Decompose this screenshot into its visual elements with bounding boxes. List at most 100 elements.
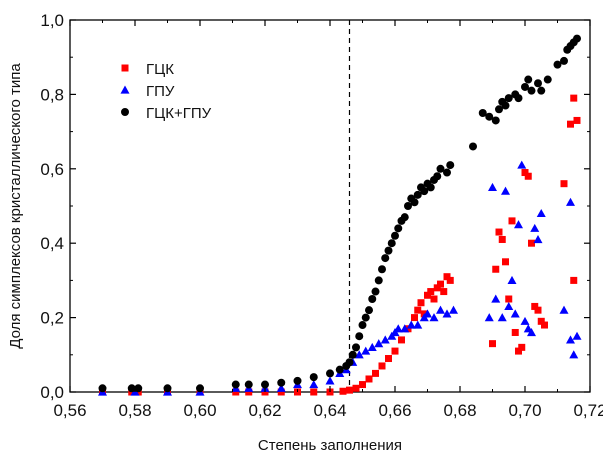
data-point bbox=[134, 384, 143, 393]
y-axis-title: Доля симплексов кристаллического типа bbox=[7, 63, 24, 349]
data-point bbox=[365, 375, 373, 383]
data-point bbox=[426, 183, 435, 192]
data-point bbox=[527, 86, 536, 95]
data-point bbox=[380, 335, 390, 344]
data-point bbox=[374, 339, 384, 348]
data-point bbox=[163, 384, 172, 393]
legend-label: ГПУ bbox=[146, 83, 175, 100]
data-point bbox=[414, 306, 422, 314]
data-point bbox=[534, 306, 542, 314]
data-point bbox=[528, 239, 535, 247]
data-point bbox=[478, 109, 487, 117]
data-point bbox=[440, 288, 448, 296]
x-tick-label: 0,56 bbox=[53, 401, 86, 420]
data-point bbox=[400, 213, 409, 222]
data-point bbox=[293, 376, 302, 385]
data-point bbox=[553, 60, 562, 69]
data-point bbox=[501, 101, 510, 110]
data-point bbox=[398, 336, 405, 344]
data-point bbox=[517, 160, 527, 169]
data-point bbox=[277, 378, 286, 387]
data-point bbox=[498, 235, 506, 243]
data-point bbox=[368, 295, 377, 303]
x-tick-label: 0,68 bbox=[443, 401, 476, 420]
data-point bbox=[491, 294, 501, 303]
data-point bbox=[515, 347, 522, 355]
data-point bbox=[442, 309, 452, 318]
y-tick-label: 0,6 bbox=[40, 160, 64, 179]
x-tick-label: 0,64 bbox=[313, 401, 346, 420]
data-point bbox=[391, 347, 399, 355]
data-point bbox=[560, 180, 568, 188]
data-point bbox=[245, 388, 253, 396]
data-point bbox=[507, 275, 517, 284]
data-point bbox=[427, 288, 435, 296]
data-point bbox=[541, 321, 548, 329]
data-point bbox=[411, 314, 418, 322]
data-point bbox=[385, 355, 392, 363]
data-point bbox=[378, 362, 386, 370]
data-point bbox=[423, 309, 432, 318]
data-point bbox=[355, 332, 364, 341]
data-point bbox=[531, 302, 539, 310]
data-point bbox=[326, 369, 334, 378]
data-point bbox=[446, 276, 454, 284]
x-axis: 0,56 0,58 0,60 0,62 0,64 0,66 0,68 0,70 0,72 bbox=[53, 20, 603, 420]
data-point bbox=[489, 340, 496, 348]
data-point bbox=[393, 324, 403, 333]
data-point bbox=[521, 169, 529, 177]
data-point bbox=[469, 142, 477, 151]
data-point bbox=[127, 384, 136, 393]
legend-marker bbox=[121, 108, 129, 116]
legend: ГЦК ГПУ ГЦК+ГПУ bbox=[120, 61, 212, 122]
data-point bbox=[406, 320, 416, 329]
data-point bbox=[404, 202, 412, 210]
data-point bbox=[394, 224, 403, 233]
data-point bbox=[420, 187, 429, 196]
data-point bbox=[504, 301, 514, 311]
data-point bbox=[346, 386, 353, 394]
data-point bbox=[443, 168, 451, 177]
data-point bbox=[520, 316, 530, 325]
data-point bbox=[566, 335, 575, 344]
data-point bbox=[570, 94, 578, 102]
data-point bbox=[543, 75, 552, 84]
data-point bbox=[573, 116, 581, 124]
data-point bbox=[413, 320, 423, 329]
data-point bbox=[429, 313, 439, 322]
data-point bbox=[510, 309, 520, 318]
data-point bbox=[567, 120, 574, 128]
data-point bbox=[573, 34, 581, 43]
data-point bbox=[530, 223, 540, 232]
data-point bbox=[98, 384, 107, 393]
data-point bbox=[501, 186, 510, 195]
data-point bbox=[309, 380, 319, 389]
x-tick-label: 0,66 bbox=[378, 401, 411, 420]
data-point bbox=[410, 198, 419, 207]
data-point bbox=[534, 79, 542, 88]
data-point bbox=[335, 365, 344, 374]
y-tick-label: 0,0 bbox=[40, 383, 64, 402]
data-point bbox=[533, 234, 543, 244]
data-point bbox=[384, 246, 393, 255]
data-point bbox=[361, 346, 371, 355]
x-axis-title: Степень заполнения bbox=[258, 437, 402, 454]
x-tick-label: 0,72 bbox=[573, 401, 603, 420]
data-point bbox=[495, 228, 503, 236]
data-point bbox=[309, 373, 318, 382]
data-point bbox=[537, 86, 546, 95]
data-point bbox=[374, 276, 383, 285]
data-point bbox=[485, 112, 494, 121]
data-point bbox=[492, 265, 500, 273]
y-tick-label: 1,0 bbox=[40, 11, 64, 30]
legend-marker bbox=[121, 64, 129, 72]
series-circle bbox=[98, 34, 581, 393]
data-point bbox=[365, 306, 373, 315]
data-point bbox=[502, 258, 509, 266]
x-tick-label: 0,58 bbox=[118, 401, 151, 420]
data-point bbox=[417, 299, 425, 307]
data-point bbox=[371, 287, 380, 296]
data-point bbox=[570, 276, 578, 284]
data-point bbox=[354, 350, 364, 359]
